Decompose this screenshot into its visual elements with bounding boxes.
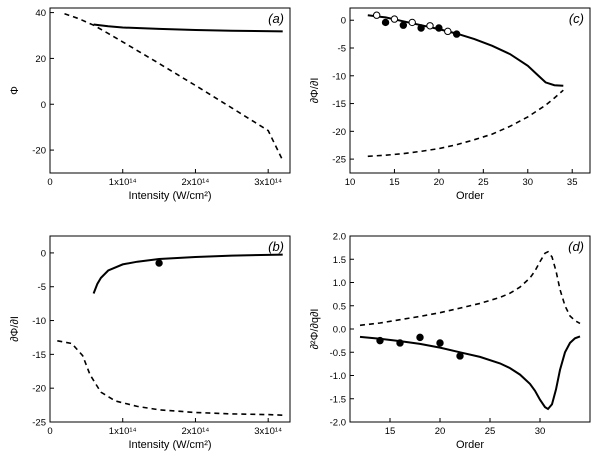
plot-frame <box>349 7 591 174</box>
y-tick-label: -25 <box>332 155 346 166</box>
y-tick-label: -5 <box>38 282 46 293</box>
y-tick-label: -15 <box>32 350 46 361</box>
y-tick-label: 0 <box>341 16 346 27</box>
filled-data-point <box>376 336 384 345</box>
y-tick-label: 20 <box>35 54 46 65</box>
filled-data-point <box>399 21 408 29</box>
open-data-point <box>390 15 399 23</box>
y-axis-label: Φ <box>9 86 21 95</box>
solid-series-line <box>92 253 283 294</box>
y-tick-label: -20 <box>32 384 46 395</box>
x-tick-label: 3x10¹⁴ <box>254 426 282 437</box>
open-data-point <box>444 27 452 36</box>
y-axis-label: ∂Φ/∂I <box>9 316 21 342</box>
solid-series-line <box>93 23 283 33</box>
x-tick-label: 2x10¹⁴ <box>182 426 210 437</box>
solid-series-line <box>367 14 564 87</box>
y-tick-label: -1.0 <box>330 371 346 382</box>
chart-panel-b: 0 1x10¹⁴ 2x10¹⁴ 3x10¹⁴ -25 -20 -15 -10 -5 0 Intens… <box>9 235 291 451</box>
y-tick-label: -2.0 <box>330 418 346 429</box>
x-tick-label: 30 <box>535 426 546 437</box>
y-axis-label: ∂Φ/∂I <box>309 78 321 104</box>
dashed-series-line <box>57 340 283 416</box>
x-tick-label: 0 <box>47 426 52 437</box>
x-axis-label: Intensity (W/cm²) <box>128 190 211 202</box>
solid-series-line <box>359 335 581 411</box>
panel-label: (d) <box>568 239 584 254</box>
y-tick-label: -20 <box>332 127 346 138</box>
filled-data-point <box>416 333 424 342</box>
panel-label: (a) <box>268 11 284 26</box>
dashed-series-line <box>64 12 284 161</box>
y-tick-label: 0.0 <box>333 325 346 336</box>
x-tick-label: 2x10¹⁴ <box>182 177 210 188</box>
open-data-point <box>426 22 434 30</box>
x-tick-label: 15 <box>385 426 396 437</box>
x-axis-label: Intensity (W/cm²) <box>128 439 211 451</box>
x-tick-label: 35 <box>567 177 578 188</box>
x-tick-label: 30 <box>522 177 533 188</box>
y-tick-label: -1.5 <box>330 394 346 405</box>
filled-data-point <box>381 18 390 27</box>
y-tick-label: -10 <box>32 316 46 327</box>
x-tick-label: 20 <box>434 177 445 188</box>
chart-panel-a: 0 1x10¹⁴ 2x10¹⁴ 3x10¹⁴ -20 0 20 40 Intensity (W/… <box>9 7 291 202</box>
dashed-series-line <box>367 89 564 158</box>
x-axis-label: Order <box>456 439 484 451</box>
y-tick-label: -25 <box>32 418 46 429</box>
chart-panel-c: 10 15 20 25 30 35 -25 -20 -15 -10 -5 0 Order ∂Φ/∂I (c) <box>309 7 591 202</box>
x-tick-label: 15 <box>389 177 400 188</box>
filled-data-point <box>155 259 163 267</box>
open-data-point <box>372 11 381 19</box>
x-tick-label: 25 <box>485 426 496 437</box>
filled-data-point <box>452 30 461 38</box>
open-data-point <box>408 18 416 27</box>
panel-label: (c) <box>569 11 584 26</box>
y-tick-label: 1.0 <box>333 278 346 289</box>
x-tick-label: 1x10¹⁴ <box>109 426 137 437</box>
chart-panel-d: 15 20 25 30 -2.0 -1.5 -1.0 -0.5 0.0 0.5 1.0 1.5 2.0 O… <box>309 232 591 451</box>
y-tick-label: -10 <box>332 71 346 82</box>
x-tick-label: 10 <box>345 177 356 188</box>
filled-data-point <box>436 339 444 347</box>
y-axis-label: ∂²Φ/∂q∂I <box>309 309 321 350</box>
x-axis-label: Order <box>456 190 484 202</box>
panel-label: (b) <box>268 239 284 254</box>
y-tick-label: 0 <box>41 100 46 111</box>
y-tick-label: 0.5 <box>333 301 346 312</box>
x-tick-label: 3x10¹⁴ <box>254 177 282 188</box>
y-tick-label: -20 <box>32 146 46 157</box>
filled-data-point <box>456 352 464 360</box>
plot-frame <box>49 7 291 174</box>
filled-data-point <box>417 24 425 32</box>
x-tick-label: 25 <box>478 177 489 188</box>
y-tick-label: -15 <box>332 99 346 110</box>
y-tick-label: 40 <box>35 8 46 19</box>
filled-data-point <box>435 24 443 32</box>
y-tick-label: 1.5 <box>333 255 346 266</box>
x-tick-label: 0 <box>47 177 52 188</box>
x-tick-label: 20 <box>435 426 446 437</box>
plot-frame <box>49 235 291 423</box>
filled-data-point <box>396 339 404 347</box>
dashed-series-line <box>359 250 581 327</box>
y-tick-label: -5 <box>338 44 346 55</box>
x-tick-label: 1x10¹⁴ <box>109 177 137 188</box>
y-tick-label: 0 <box>41 248 46 259</box>
y-tick-label: -0.5 <box>330 348 346 359</box>
y-tick-label: 2.0 <box>333 232 346 243</box>
